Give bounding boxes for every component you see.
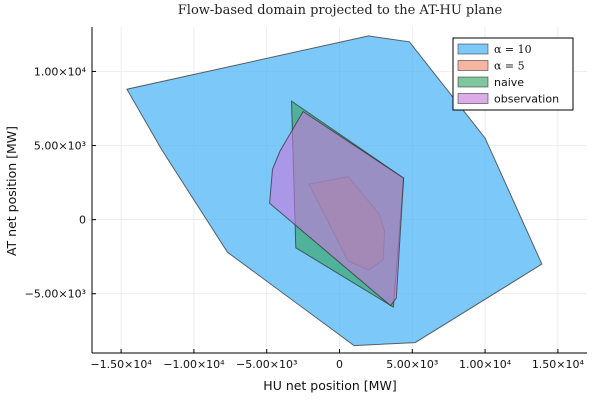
- legend-swatch: [457, 60, 489, 71]
- legend-swatch: [457, 93, 489, 104]
- x-axis-label: HU net position [MW]: [263, 378, 396, 393]
- y-tick-label: −5.00×10³: [25, 288, 86, 301]
- plot-area: [126, 35, 543, 347]
- x-tick-label: 1.50×10⁴: [532, 358, 585, 371]
- y-tick-label: 5.00×10³: [34, 140, 86, 153]
- legend-entry: α = 5: [494, 60, 525, 73]
- legend-swatch: [457, 43, 489, 55]
- x-tick-label: 1.00×10⁴: [459, 358, 512, 371]
- x-tick-labels: −1.50×10⁴ −1.00×10⁴ −5.00×10³ 0 5.00×10³ 1.00…: [90, 358, 584, 371]
- chart-title: Flow-based domain projected to the AT-HU…: [178, 3, 503, 18]
- series-polygon-3: [269, 110, 405, 307]
- legend-entry: naive: [494, 76, 524, 89]
- x-tick-label: −1.50×10⁴: [90, 358, 152, 371]
- x-tick-label: −1.00×10⁴: [163, 358, 225, 371]
- y-tick-label: 1.00×10⁴: [34, 65, 87, 78]
- legend-entry: α = 10: [494, 43, 532, 56]
- y-axis-label: AT net position [MW]: [4, 126, 19, 256]
- x-tick-label: 5.00×10³: [386, 358, 438, 371]
- legend: α = 10 α = 5 naive observation: [452, 37, 574, 111]
- legend-entry: observation: [494, 93, 559, 106]
- x-tick-label: 0: [336, 358, 343, 371]
- y-tick-label: 0: [79, 214, 86, 227]
- axes: [91, 27, 587, 354]
- x-tick-label: −5.00×10³: [236, 358, 297, 371]
- y-tick-labels: −5.00×10³ 0 5.00×10³ 1.00×10⁴: [25, 65, 87, 300]
- legend-swatch: [457, 76, 489, 88]
